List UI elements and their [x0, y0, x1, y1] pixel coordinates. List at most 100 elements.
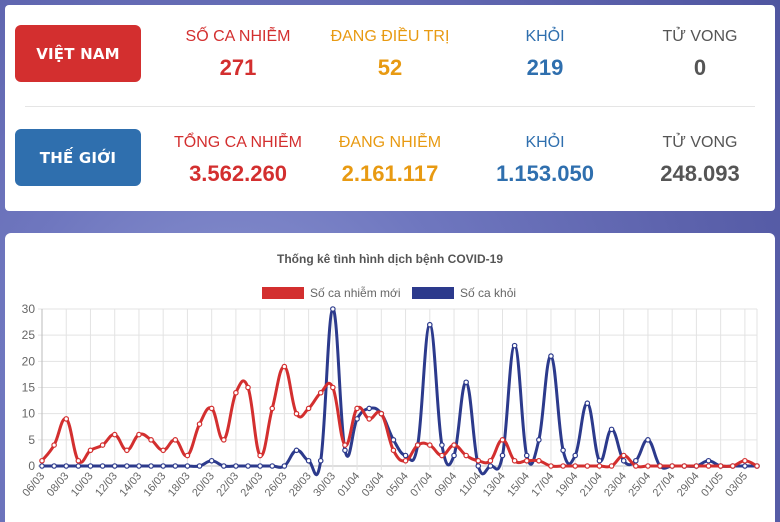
world-infected-value: 3.562.260 [189, 161, 287, 186]
data-point-0-51 [657, 463, 663, 469]
world-active-label: ĐANG NHIỄM [338, 134, 442, 151]
legend-swatch-0 [262, 287, 304, 299]
data-point-0-30 [402, 457, 409, 464]
legend-swatch-1 [412, 287, 454, 299]
x-tick-label: 01/04 [335, 470, 362, 499]
y-tick-label: 5 [28, 433, 35, 447]
data-point-1-8 [136, 463, 142, 469]
vn-deaths-label: TỬ VONG [662, 28, 738, 45]
data-point-0-4 [87, 447, 94, 454]
data-point-1-15 [220, 463, 227, 469]
data-point-0-50 [645, 463, 651, 469]
y-tick-label: 15 [22, 381, 36, 395]
data-point-1-40 [523, 452, 530, 459]
data-point-1-34 [451, 452, 457, 459]
vn-recovered-label: KHỎI [525, 28, 565, 45]
data-point-0-42 [548, 463, 554, 469]
data-point-1-12 [184, 463, 191, 469]
x-tick-label: 11/04 [457, 470, 483, 498]
x-tick-label: 26/03 [263, 470, 290, 499]
data-point-1-47 [608, 426, 615, 433]
data-point-1-43 [560, 447, 566, 454]
y-tick-label: 0 [28, 459, 35, 473]
vn-treating-stat: ĐANG ĐIỀU TRỊ 52 [310, 27, 470, 81]
data-point-0-41 [536, 457, 542, 464]
vn-recovered-value: 219 [526, 55, 564, 80]
data-point-1-37 [487, 463, 494, 469]
x-tick-label: 03/05 [723, 470, 750, 499]
x-tick-label: 14/03 [117, 470, 144, 499]
data-point-0-28 [378, 410, 385, 417]
data-point-1-39 [511, 342, 518, 349]
world-button[interactable]: THẾ GIỚI [15, 129, 141, 186]
data-point-0-11 [172, 437, 179, 443]
x-tick-label: 29/04 [675, 470, 702, 499]
data-point-0-29 [390, 447, 397, 454]
vietnam-row: VIỆT NAM SỐ CA NHIỄM 271 ĐANG ĐIỀU TRỊ 5… [5, 5, 775, 105]
data-point-1-36 [475, 463, 482, 469]
y-tick-label: 10 [22, 407, 36, 421]
x-tick-label: 12/03 [93, 470, 120, 499]
x-tick-label: 21/04 [578, 470, 605, 499]
data-point-0-58 [742, 457, 748, 464]
x-tick-label: 25/04 [626, 470, 653, 499]
y-tick-label: 30 [22, 302, 36, 316]
world-infected-label: TỔNG CA NHIỄM [173, 134, 302, 151]
data-point-1-33 [439, 442, 445, 448]
data-point-0-7 [124, 447, 130, 454]
x-tick-label: 10/03 [69, 470, 96, 499]
data-point-1-58 [742, 463, 748, 469]
data-point-0-39 [511, 457, 518, 464]
data-point-1-23 [317, 457, 324, 464]
data-point-0-40 [523, 457, 530, 464]
data-point-1-25 [342, 447, 348, 454]
data-point-0-38 [499, 437, 506, 443]
data-point-0-17 [245, 384, 251, 391]
legend-label-0: Số ca nhiễm mới [310, 285, 401, 300]
world-deaths-value: 248.093 [660, 161, 740, 186]
y-tick-label: 20 [22, 354, 36, 368]
world-recovered-value: 1.153.050 [496, 161, 594, 186]
data-point-0-32 [426, 442, 433, 448]
data-point-0-45 [584, 463, 591, 469]
x-tick-label: 05/04 [384, 470, 411, 499]
data-point-0-59 [754, 463, 760, 469]
data-point-0-27 [366, 416, 373, 422]
chart-card: Thống kê tình hình dịch bệnh COVID-19 Số … [5, 233, 775, 522]
data-point-0-43 [560, 463, 566, 469]
data-point-0-18 [257, 452, 263, 459]
data-point-0-10 [160, 447, 166, 454]
data-point-0-15 [220, 437, 227, 443]
x-tick-label: 28/03 [287, 470, 314, 499]
data-point-0-23 [317, 389, 324, 396]
data-point-0-2 [63, 416, 70, 422]
data-point-0-3 [75, 457, 82, 464]
data-point-0-24 [330, 384, 336, 391]
vn-recovered-stat: KHỎI 219 [465, 27, 625, 81]
covid-line-chart: Thống kê tình hình dịch bệnh COVID-19 Số … [20, 252, 760, 499]
x-tick-label: 15/04 [505, 470, 532, 499]
data-point-1-48 [620, 457, 627, 464]
data-point-0-46 [596, 463, 603, 469]
data-point-0-48 [620, 452, 627, 459]
data-point-0-19 [269, 405, 276, 412]
data-point-1-16 [233, 463, 239, 469]
data-point-1-46 [596, 457, 603, 464]
data-point-1-19 [269, 463, 276, 469]
world-deaths-stat: TỬ VONG 248.093 [620, 133, 780, 187]
data-point-1-13 [196, 463, 203, 469]
data-point-1-6 [111, 463, 118, 469]
x-tick-label: 20/03 [190, 470, 217, 499]
vietnam-button[interactable]: VIỆT NAM [15, 25, 141, 82]
x-tick-label: 18/03 [166, 470, 193, 499]
data-point-0-33 [439, 452, 445, 459]
world-active-stat: ĐANG NHIỄM 2.161.117 [310, 133, 470, 187]
data-point-0-35 [463, 452, 469, 459]
x-tick-label: 27/04 [651, 470, 678, 499]
data-point-0-54 [693, 463, 700, 469]
data-point-1-3 [75, 463, 82, 469]
data-point-1-24 [330, 306, 336, 312]
data-point-1-26 [354, 416, 360, 422]
x-tick-label: 01/05 [699, 470, 726, 499]
y-tick-label: 25 [22, 328, 36, 342]
